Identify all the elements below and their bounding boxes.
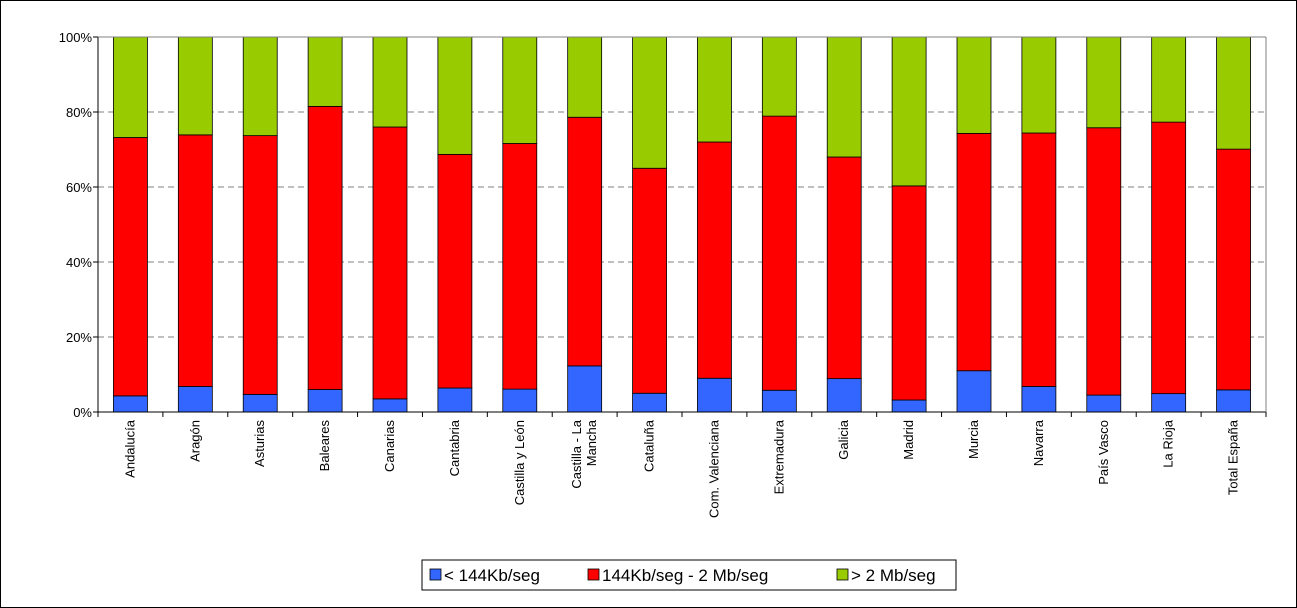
bar-segment (632, 167, 667, 394)
bar-segment (1086, 127, 1122, 396)
x-tick-label: Com. Valenciana (706, 419, 721, 518)
y-tick-label: 40% (66, 255, 92, 270)
bar-segment (826, 156, 862, 380)
x-tick-label: Mancha (584, 419, 599, 466)
bar-segment (1086, 36, 1122, 129)
legend-swatch (429, 568, 442, 581)
y-axis-ticks: 0% 20% 40% 60% 80% 100% (59, 30, 98, 420)
x-tick-label: Total España (1226, 419, 1241, 495)
bar-segment (567, 116, 603, 367)
y-tick-label: 20% (66, 330, 92, 345)
x-axis-ticks: Andalucía Aragón Asturias Baleares Canarias C… (97, 412, 1267, 518)
bar-segment (567, 36, 603, 118)
bar-segment (1216, 389, 1251, 413)
x-tick-label: Canarias (382, 420, 397, 473)
bar-segment (697, 141, 732, 379)
legend-label: 144Kb/seg - 2 Mb/seg (602, 566, 768, 585)
bar-segment (372, 36, 408, 128)
bar-segment (177, 134, 213, 387)
bar-segment (502, 36, 538, 144)
x-tick-label: La Rioja (1161, 419, 1176, 467)
bar-segment (826, 36, 862, 158)
bar-segment (372, 126, 408, 400)
y-tick-label: 80% (66, 105, 92, 120)
bar-segment (177, 36, 213, 136)
y-tick-label: 60% (66, 180, 92, 195)
y-tick-label: 100% (59, 30, 93, 45)
bar-segment (1021, 386, 1057, 413)
bar-segment (437, 153, 473, 389)
bar-segment (307, 389, 343, 413)
x-tick-label: Madrid (901, 420, 916, 460)
bar-segment (1216, 148, 1251, 391)
bar-segment (1151, 393, 1187, 413)
bar-segment (1151, 36, 1187, 123)
bar-segment (502, 388, 538, 413)
bar-segment (761, 389, 797, 413)
bar-segment (1021, 132, 1057, 387)
bar-segment (372, 398, 408, 413)
bar-segment (242, 36, 278, 137)
x-tick-label: Cantabria (447, 419, 462, 476)
bar-segment (697, 377, 732, 413)
x-tick-label: Asturias (252, 420, 267, 467)
bar-segment (632, 36, 667, 169)
x-tick-label: Castilla y León (512, 420, 527, 505)
legend-label: > 2 Mb/seg (851, 566, 936, 585)
x-tick-label: Aragón (187, 420, 202, 462)
bar-segment (1021, 36, 1057, 134)
bar-segment (307, 36, 343, 107)
bar-segment (437, 387, 473, 413)
legend: < 144Kb/seg 144Kb/seg - 2 Mb/seg > 2 Mb/se… (421, 559, 957, 591)
bar-segment (761, 36, 797, 117)
bar-segment (113, 36, 148, 138)
bar-segment (307, 105, 343, 390)
bar-segment (956, 370, 992, 413)
bar-segment (891, 399, 927, 413)
x-tick-label: Navarra (1031, 419, 1046, 466)
bar-segment (891, 36, 927, 187)
y-tick-label: 0% (73, 405, 92, 420)
legend-swatch (836, 568, 849, 581)
bar-segment (567, 365, 603, 413)
x-tick-label: Andalucía (122, 419, 137, 478)
bar-segment (242, 393, 278, 413)
bar-segment (891, 185, 927, 401)
x-tick-label: Cataluña (642, 419, 657, 472)
bar-segment (761, 115, 797, 391)
bar-segment (177, 386, 213, 413)
bar-segment (1151, 121, 1187, 395)
legend-box (421, 559, 957, 591)
x-tick-label: Murcia (966, 419, 981, 459)
bar-segment (502, 143, 538, 390)
legend-swatch (587, 568, 600, 581)
bar-segment (1086, 394, 1122, 413)
x-tick-label: Extremadura (771, 419, 786, 494)
bar-segment (437, 36, 473, 155)
bar-segment (632, 392, 667, 413)
x-tick-label: Galicia (836, 419, 851, 460)
bar-segment (826, 378, 862, 413)
x-tick-label: Castilla - La (569, 419, 584, 488)
bar-segment (113, 395, 148, 413)
bar-segment (113, 137, 148, 397)
x-tick-label: País Vasco (1096, 420, 1111, 485)
legend-label: < 144Kb/seg (444, 566, 540, 585)
bar-segment (956, 132, 992, 372)
bar-segment (956, 36, 992, 134)
bar-segment (242, 135, 278, 395)
bar-segment (1216, 36, 1251, 150)
bar-segment (697, 36, 732, 143)
bars (113, 36, 1251, 413)
x-tick-label: Baleares (317, 420, 332, 472)
